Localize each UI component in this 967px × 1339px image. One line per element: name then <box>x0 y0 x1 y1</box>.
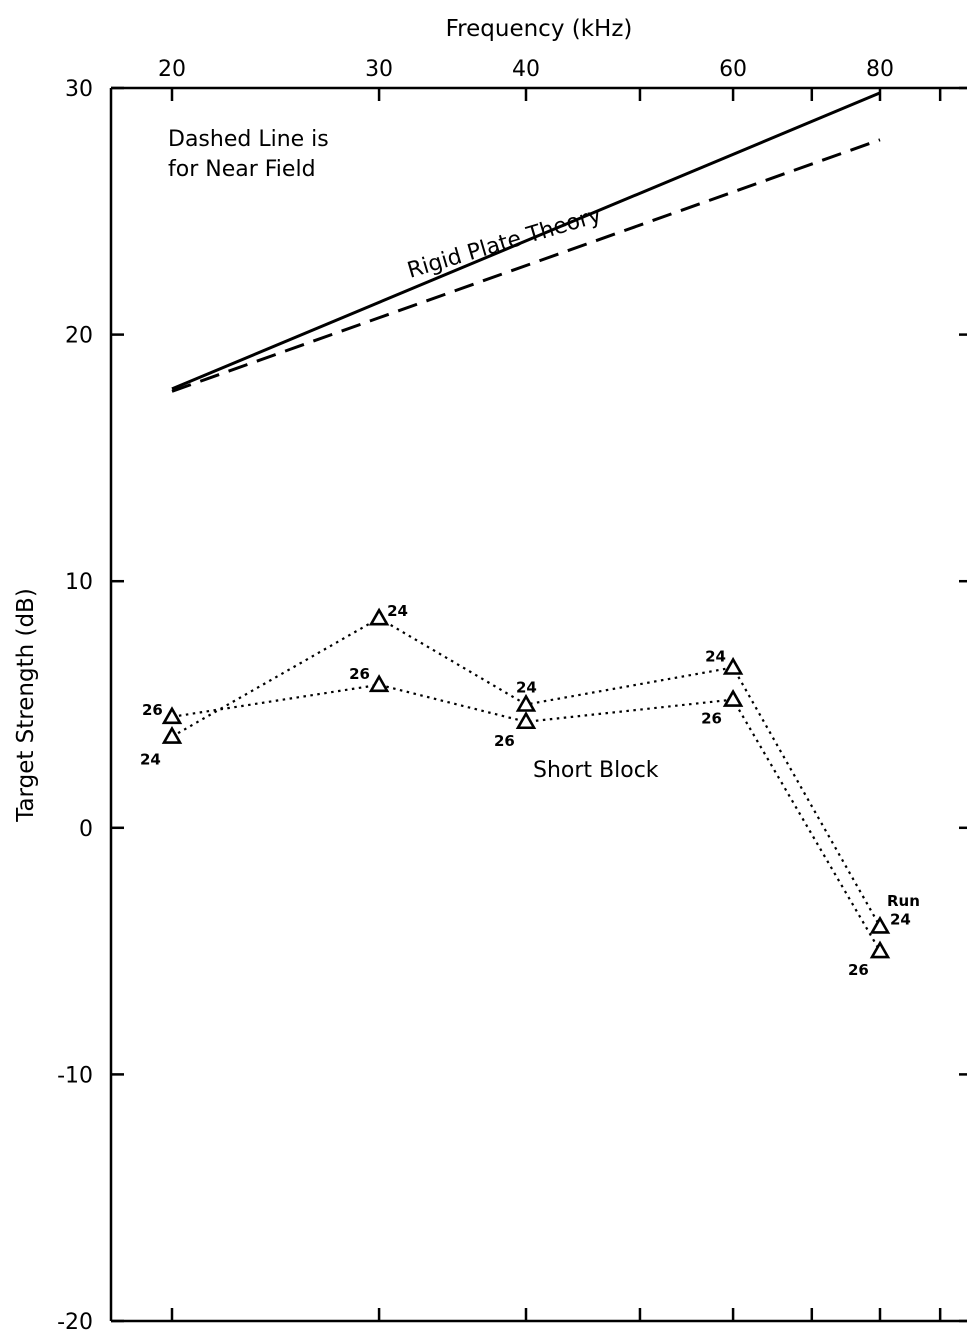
x-tick-label-30: 30 <box>365 57 393 82</box>
rigid-plate-theory-line <box>171 91 881 391</box>
y-tick-label-10: 10 <box>65 570 93 595</box>
x-axis-ticks <box>170 88 942 1321</box>
run-label-24-80khz: 24 <box>890 910 911 928</box>
run-label-26-80khz: 26 <box>848 961 869 979</box>
run-26-line <box>171 683 881 952</box>
x-tick-label-20: 20 <box>158 57 186 82</box>
run-label-26-40khz: 26 <box>494 732 515 750</box>
y-tick-label--20: -20 <box>57 1310 93 1335</box>
run-label-24-60khz: 24 <box>705 648 726 666</box>
label-rigid-plate-theory: Rigid Plate Theory <box>405 203 605 284</box>
run-label-24-40khz: 24 <box>516 679 537 697</box>
label-short-block: Short Block <box>533 758 659 783</box>
marker-run-26-60khz <box>722 688 744 707</box>
y-tick-label-20: 20 <box>65 324 93 349</box>
run-labels: 24 24 24 24 24 26 26 26 26 26 <box>140 602 911 979</box>
note-dashed-line-1: Dashed Line is <box>168 127 329 152</box>
y-axis-ticks <box>111 86 967 1323</box>
note-dashed-line-2: for Near Field <box>168 157 316 182</box>
marker-run-26-30khz <box>368 674 390 693</box>
y-tick-label-0: 0 <box>79 817 93 842</box>
y-tick-label-30: 30 <box>65 77 93 102</box>
series-layer <box>161 91 891 959</box>
x-tick-label-60: 60 <box>719 57 747 82</box>
x-tick-label-80: 80 <box>866 57 894 82</box>
x-axis-title: Frequency (kHz) <box>446 16 633 42</box>
x-tick-label-40: 40 <box>512 57 540 82</box>
run-label-24-30khz: 24 <box>387 602 408 620</box>
y-axis-title: Target Strength (dB) <box>13 588 39 823</box>
run-label-26-60khz: 26 <box>701 710 722 728</box>
label-run: Run <box>887 892 920 910</box>
run-label-24-20khz: 24 <box>140 751 161 769</box>
run-24-line <box>171 616 881 927</box>
y-axis-tick-labels: -20 -10 0 10 20 30 <box>57 77 93 1335</box>
run-label-26-20khz: 26 <box>142 701 163 719</box>
run-label-26-30khz: 26 <box>349 665 370 683</box>
marker-run-26-80khz <box>869 940 891 959</box>
marker-run-24-80khz <box>869 915 891 934</box>
marker-run-24-60khz <box>722 656 744 675</box>
x-axis-tick-labels: 20 30 40 60 80 <box>158 57 894 82</box>
near-field-dashed-line <box>171 138 881 393</box>
marker-run-24-30khz <box>368 607 390 626</box>
marker-run-26-40khz <box>515 711 537 730</box>
marker-run-24-20khz <box>161 725 183 744</box>
marker-run-24-40khz <box>515 693 537 712</box>
marker-run-26-20khz <box>161 706 183 725</box>
y-tick-label--10: -10 <box>57 1063 93 1088</box>
